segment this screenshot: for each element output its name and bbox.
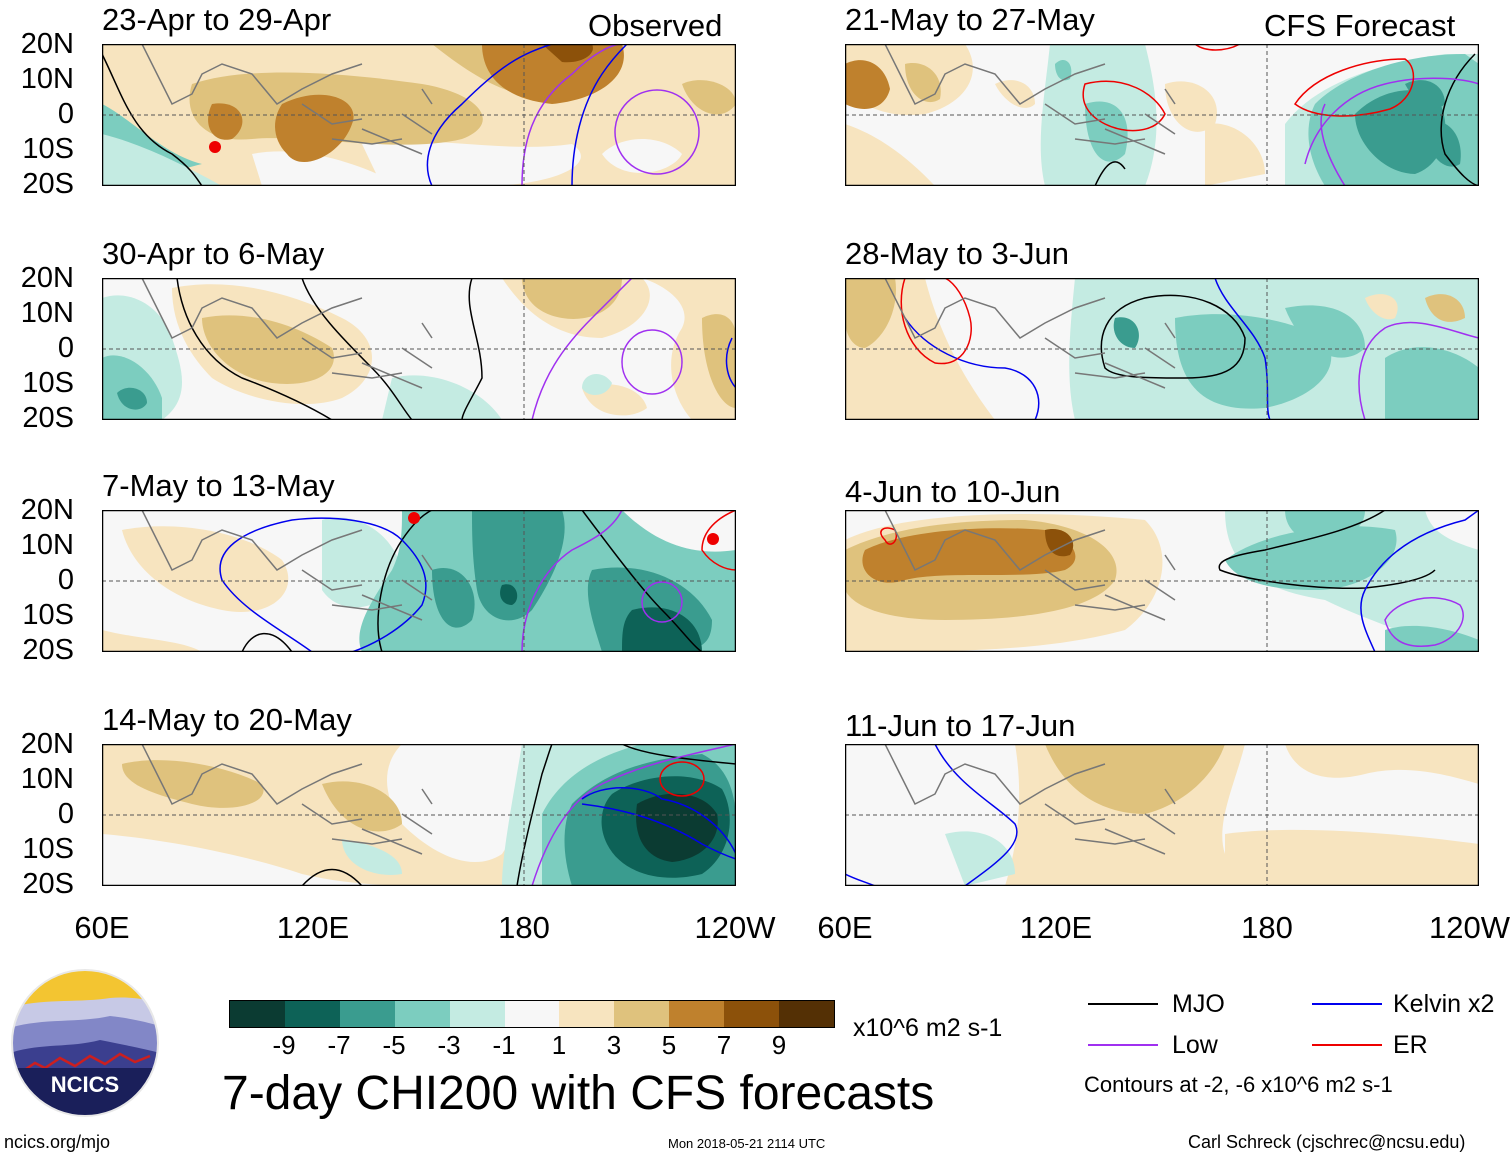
footer-url[interactable]: ncics.org/mjo — [4, 1132, 111, 1152]
lat-label: 20N — [20, 28, 74, 60]
colorbar-tick: -7 — [327, 1030, 351, 1060]
forecast-label: CFS Forecast — [1264, 8, 1456, 43]
map-panel-7 — [845, 510, 1479, 652]
colorbar-units: x10^6 m2 s-1 — [853, 1014, 1003, 1042]
observed-label: Observed — [588, 8, 723, 43]
colorbar-swatch — [284, 1001, 340, 1027]
lon-label: 60E — [74, 910, 130, 945]
ncics-logo: NCICS — [11, 969, 159, 1117]
lat-label: 20N — [20, 262, 74, 294]
legend-swatch-er — [1312, 1044, 1382, 1046]
lat-label: 0 — [57, 798, 74, 830]
footer-credit: Carl Schreck (cjschrec@ncsu.edu) — [1188, 1132, 1466, 1152]
colorbar-swatch — [449, 1001, 505, 1027]
colorbar-tick: -1 — [492, 1030, 516, 1060]
colorbar-swatch — [230, 1001, 285, 1027]
lon-label: 120E — [1019, 910, 1093, 945]
lon-label: 120W — [694, 910, 776, 945]
panel-title-2: 30-Apr to 6-May — [102, 236, 325, 271]
map-panel-4 — [102, 744, 736, 886]
colorbar-tick: 5 — [661, 1030, 677, 1060]
legend: MJO Kelvin x2 Low ER Contours at -2, -6 … — [1084, 988, 1508, 1098]
logo-text: NCICS — [51, 1072, 119, 1097]
colorbar-swatch — [614, 1001, 670, 1027]
main-title: 7-day CHI200 with CFS forecasts — [222, 1067, 935, 1120]
lat-label: 0 — [57, 98, 74, 130]
lat-label: 20S — [22, 402, 74, 434]
lon-label: 120E — [276, 910, 350, 945]
colorbar-swatch — [504, 1001, 560, 1027]
panel-title-7: 4-Jun to 10-Jun — [845, 474, 1061, 509]
lat-label: 20N — [20, 494, 74, 526]
lat-label: 10N — [20, 763, 74, 795]
lat-label: 20S — [22, 168, 74, 200]
legend-label-low: Low — [1172, 1031, 1218, 1059]
colorbar-tick: -9 — [272, 1030, 296, 1060]
colorbar-swatch — [339, 1001, 395, 1027]
legend-swatch-kelvin — [1312, 1003, 1382, 1005]
colorbar-tick: -3 — [437, 1030, 461, 1060]
lat-label: 10N — [20, 63, 74, 95]
colorbar-tick: -5 — [382, 1030, 406, 1060]
colorbar-tick: 7 — [716, 1030, 732, 1060]
lon-label: 60E — [817, 910, 873, 945]
legend-swatch-mjo — [1088, 1003, 1158, 1005]
colorbar-swatch — [669, 1001, 725, 1027]
lat-label: 10S — [22, 833, 74, 865]
colorbar-swatch — [724, 1001, 780, 1027]
panel-title-1: 23-Apr to 29-Apr — [102, 2, 332, 37]
map-panel-2 — [102, 278, 736, 420]
lat-label: 0 — [57, 332, 74, 364]
lat-label: 20N — [20, 728, 74, 760]
panel-title-5: 21-May to 27-May — [845, 2, 1095, 37]
lat-label: 20S — [22, 634, 74, 666]
lat-label: 20S — [22, 868, 74, 900]
legend-contour-note: Contours at -2, -6 x10^6 m2 s-1 — [1084, 1072, 1393, 1097]
colorbar-tick: 9 — [771, 1030, 787, 1060]
map-panel-3 — [102, 510, 736, 652]
colorbar-swatch — [559, 1001, 615, 1027]
lat-label: 10S — [22, 133, 74, 165]
legend-label-mjo: MJO — [1172, 990, 1225, 1018]
lon-label: 180 — [498, 910, 550, 945]
panel-title-8: 11-Jun to 17-Jun — [845, 708, 1076, 743]
panel-title-3: 7-May to 13-May — [102, 468, 335, 503]
panel-title-4: 14-May to 20-May — [102, 702, 352, 737]
lon-label: 120W — [1429, 910, 1510, 945]
legend-label-er: ER — [1393, 1031, 1428, 1059]
lat-label: 10N — [20, 297, 74, 329]
colorbar-tick: 3 — [606, 1030, 622, 1060]
map-panel-6 — [845, 278, 1479, 420]
footer-timestamp: Mon 2018-05-21 2114 UTC — [668, 1136, 826, 1151]
colorbar-tick: 1 — [551, 1030, 567, 1060]
map-panel-1 — [102, 44, 736, 186]
lat-label: 10N — [20, 529, 74, 561]
lon-label: 180 — [1241, 910, 1293, 945]
panel-title-6: 28-May to 3-Jun — [845, 236, 1069, 271]
colorbar — [229, 1000, 835, 1028]
legend-swatch-low — [1088, 1044, 1158, 1046]
legend-label-kelvin: Kelvin x2 — [1393, 990, 1495, 1018]
colorbar-swatch — [779, 1001, 834, 1027]
lat-label: 10S — [22, 367, 74, 399]
map-panel-8 — [845, 744, 1479, 886]
lat-label: 10S — [22, 599, 74, 631]
lat-label: 0 — [57, 564, 74, 596]
map-panel-5 — [845, 44, 1479, 186]
colorbar-swatch — [394, 1001, 450, 1027]
